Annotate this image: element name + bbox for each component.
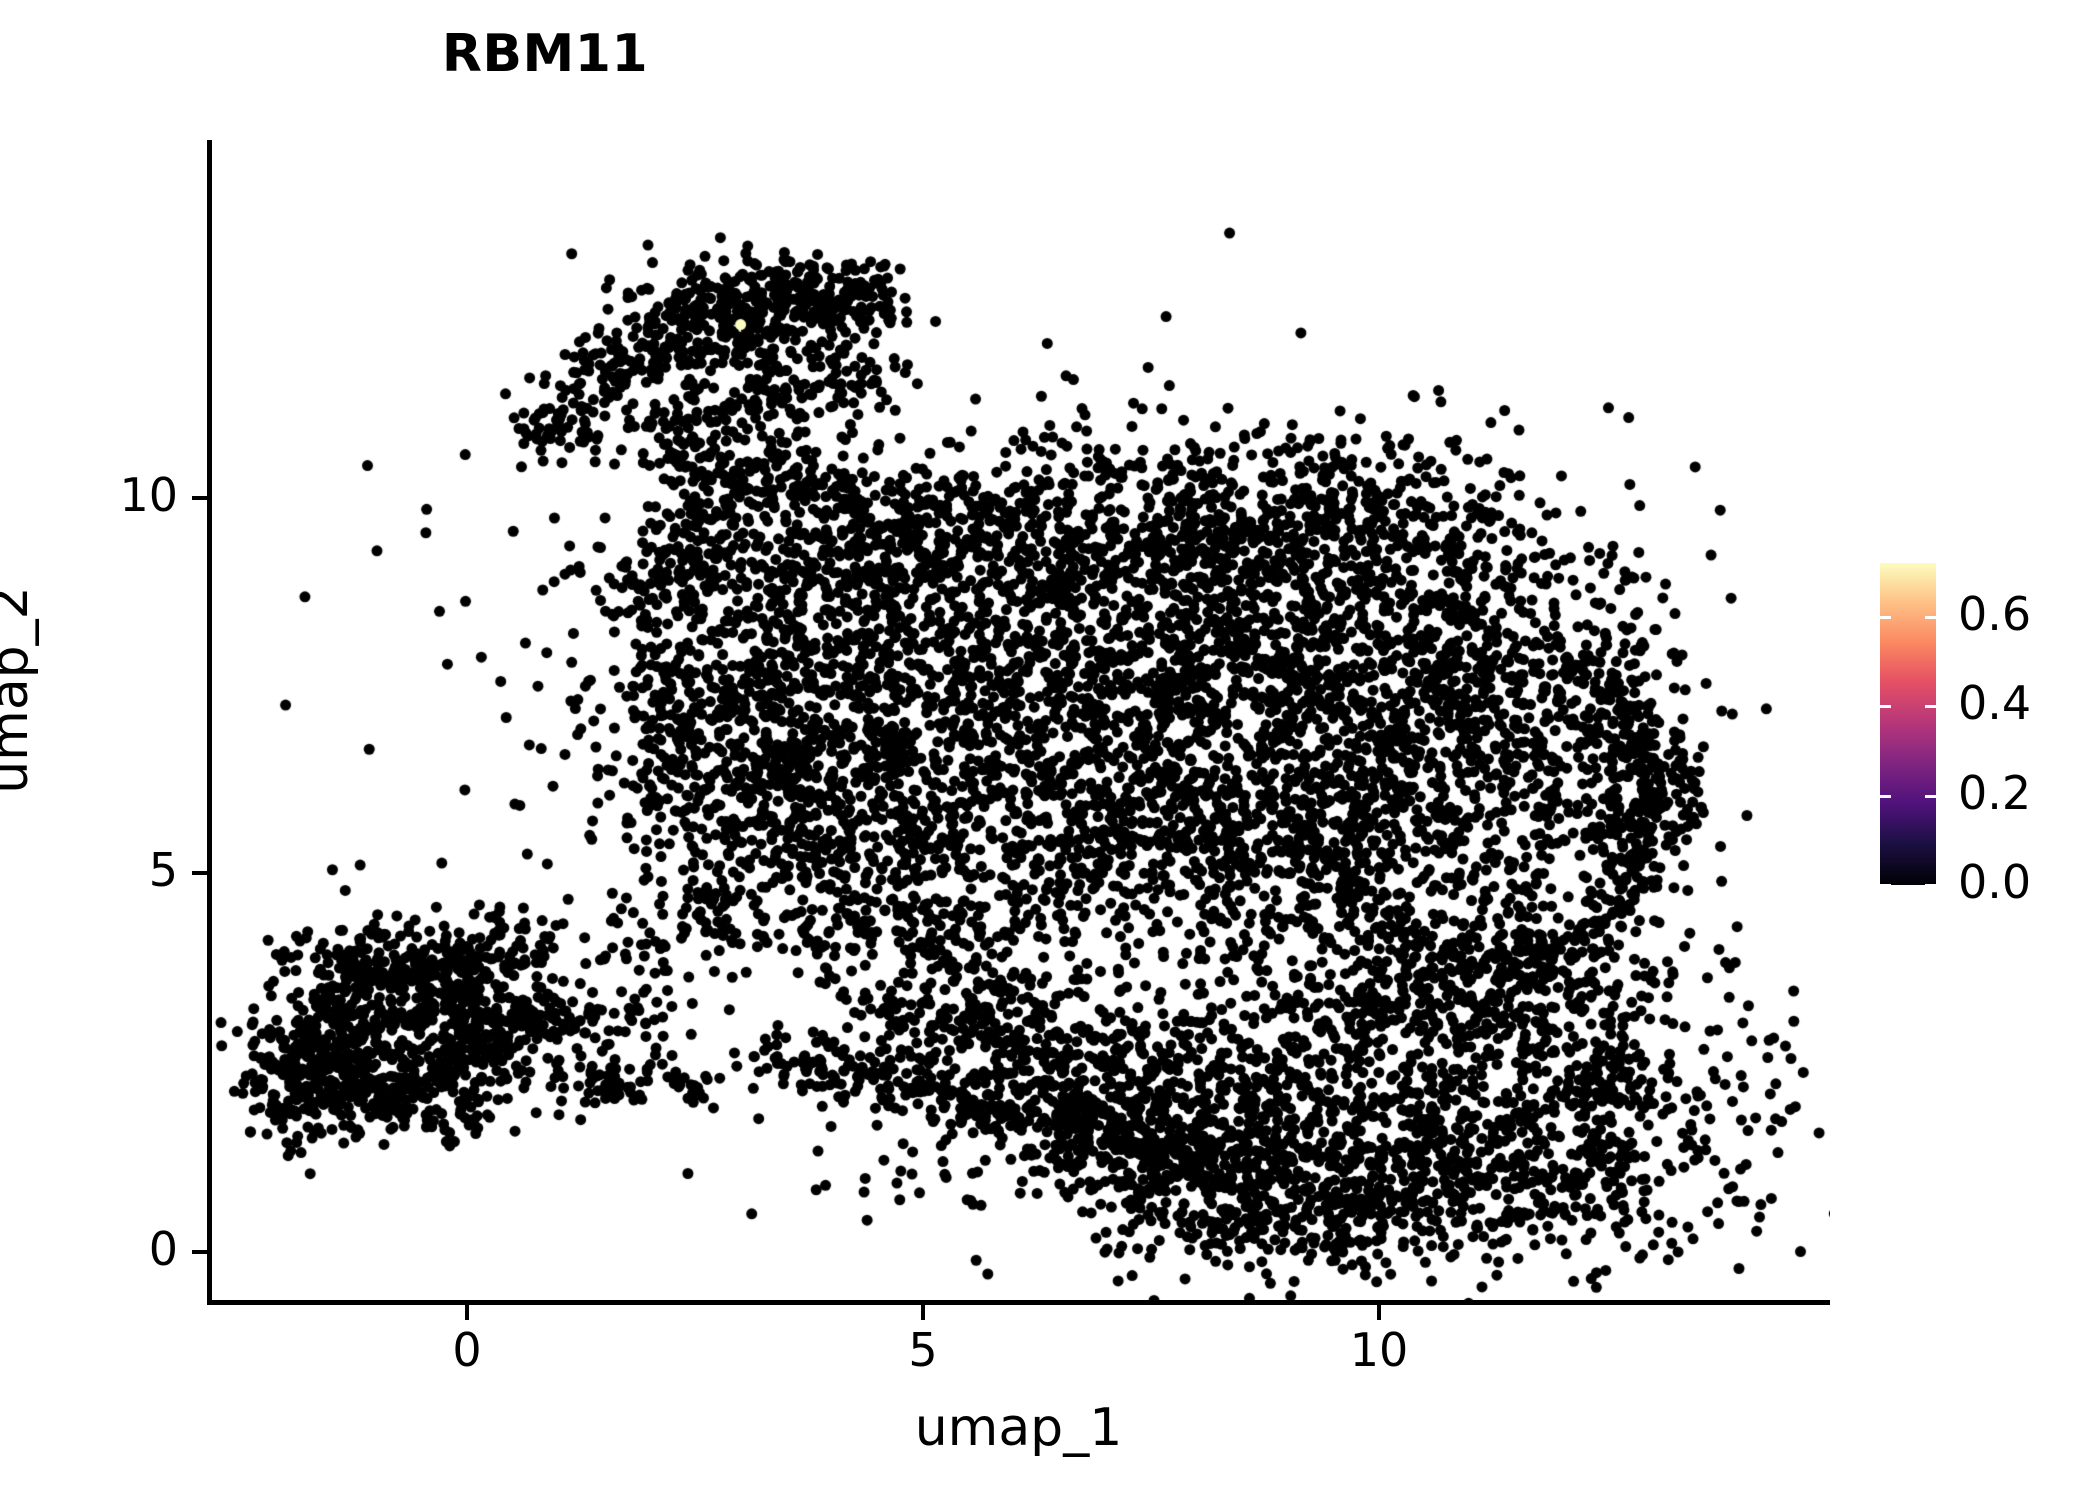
axis-spine-left <box>207 140 212 1305</box>
y-tick-mark <box>192 1250 207 1254</box>
y-tick-mark <box>192 496 207 500</box>
y-tick-label: 10 <box>119 468 178 522</box>
scatter-plot-canvas <box>207 140 1830 1305</box>
colorbar-tick-label: 0.4 <box>1958 676 2032 731</box>
plot-axes <box>207 140 1830 1305</box>
page-title: RBM11 <box>441 24 649 84</box>
x-tick-mark <box>1377 1305 1381 1320</box>
x-tick-label: 5 <box>908 1323 938 1377</box>
y-tick-label: 0 <box>148 1222 178 1276</box>
axis-spine-bottom <box>207 1300 1830 1305</box>
x-tick-label: 10 <box>1349 1323 1409 1377</box>
colorbar-tick-label: 0.0 <box>1958 855 2032 909</box>
x-tick-label: 0 <box>452 1323 482 1377</box>
colorbar: 0.6 0.4 0.2 0.0 <box>1880 563 2090 905</box>
y-tick-label: 5 <box>148 843 178 897</box>
colorbar-tick-label: 0.6 <box>1958 586 2032 641</box>
y-axis-label: umap_2 <box>0 586 40 794</box>
y-tick-mark <box>192 871 207 875</box>
x-axis-label: umap_1 <box>914 1398 1123 1458</box>
x-tick-mark <box>921 1305 925 1320</box>
x-tick-mark <box>465 1305 469 1320</box>
colorbar-gradient <box>1880 563 1936 885</box>
colorbar-tick-label: 0.2 <box>1958 765 2032 820</box>
